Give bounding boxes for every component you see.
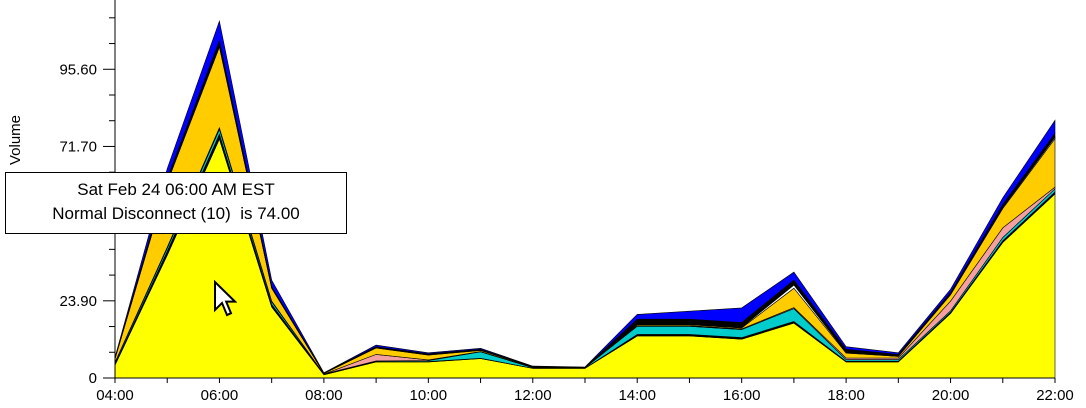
y-tick-label: 95.60 [59,61,97,78]
y-tick-label: 119.50 [52,0,97,1]
x-tick-label: 22:00 [1036,387,1074,404]
area-series-7 [114,19,1056,374]
x-axis-ticks: 04:00 06:00 08:00 10:00 12:00 14:00 16:00 18:00… [96,378,1074,404]
x-tick-label: 16:00 [723,387,761,404]
area-series-group [114,19,1056,379]
x-tick-label: 12:00 [514,387,552,404]
tooltip-value: Normal Disconnect (10) is 74.00 [52,204,300,223]
x-tick-label: 20:00 [932,387,970,404]
x-tick-label: 18:00 [827,387,865,404]
x-tick-label: 14:00 [618,387,656,404]
y-tick-label: 23.90 [59,293,97,310]
x-tick-label: 04:00 [96,387,134,404]
y-axis-label: Volume [7,115,24,165]
y-tick-label: 71.70 [59,138,97,155]
x-tick-label: 06:00 [201,387,239,404]
tooltip-date: Sat Feb 24 06:00 AM EST [77,180,275,199]
x-tick-label: 08:00 [305,387,343,404]
arrow-pointer-icon [214,280,237,317]
x-tick-label: 10:00 [410,387,448,404]
y-tick-label: 0 [89,370,97,387]
data-tooltip: Sat Feb 24 06:00 AM EST Normal Disconnec… [5,172,347,234]
